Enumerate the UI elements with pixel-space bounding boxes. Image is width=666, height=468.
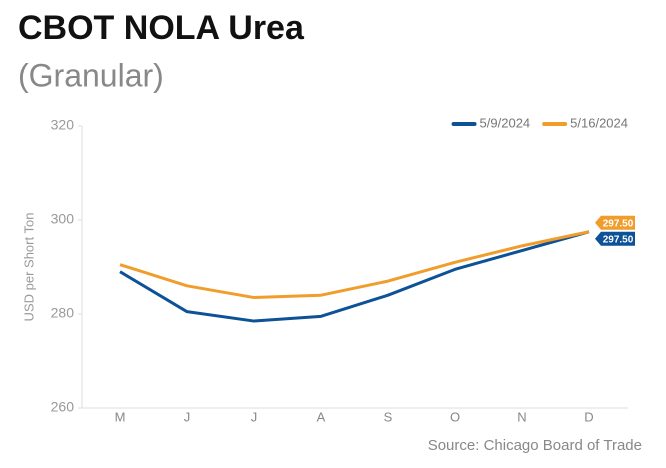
chart-subtitle: (Granular) [18, 57, 164, 93]
legend-label: 5/9/2024 [480, 115, 531, 130]
value-label-tag [595, 231, 635, 246]
x-tick-label: J [251, 409, 258, 424]
x-tick-label: J [184, 409, 191, 424]
value-label: 297.50 [603, 218, 634, 229]
x-tick-label: M [115, 409, 126, 424]
y-axis-label: USD per Short Ton [21, 213, 36, 322]
y-tick-label: 260 [51, 399, 75, 415]
series-line [119, 230, 590, 323]
x-tick-label: O [450, 409, 460, 424]
value-label-tag [595, 215, 635, 230]
source: Source: Chicago Board of Trade [428, 437, 642, 454]
x-tick-label: N [517, 409, 526, 424]
value-label: 297.50 [603, 234, 634, 245]
series-line [119, 230, 590, 300]
y-tick-label: 280 [51, 305, 75, 321]
legend-label: 5/16/2024 [570, 115, 628, 130]
x-tick-label: A [317, 409, 326, 424]
chart-title: CBOT NOLA Urea [18, 9, 305, 47]
y-tick-label: 300 [51, 211, 75, 227]
y-tick-label: 320 [51, 117, 75, 133]
x-tick-label: D [584, 409, 593, 424]
x-tick-label: S [384, 409, 393, 424]
